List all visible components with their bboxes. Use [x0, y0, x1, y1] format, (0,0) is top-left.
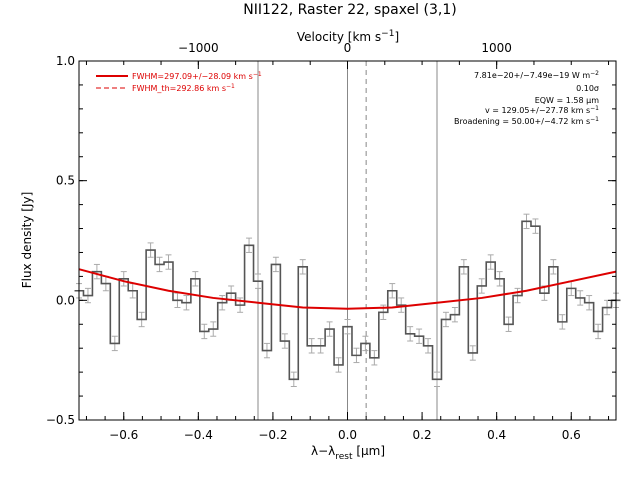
svg-text:FWHM_th=292.86 km s−1: FWHM_th=292.86 km s−1	[132, 83, 235, 93]
annotation-broadening: Broadening = 50.00+/−4.72 km s	[454, 117, 590, 126]
x-tick-label: 0.6	[562, 428, 581, 442]
plot-area	[74, 61, 621, 420]
annotation-velocity: v = 129.05+/−27.78 km s	[485, 106, 590, 115]
svg-text:Broadening = 50.00+/−4.72 km s: Broadening = 50.00+/−4.72 km s−1	[454, 116, 599, 126]
x-axis-label-main: λ−λ	[311, 444, 335, 458]
annotation-eqw: EQW = 1.58 μm	[535, 96, 599, 105]
legend-entry-fwhm-th: FWHM_th=292.86 km s	[132, 84, 226, 93]
top-axis-label-main: Velocity [km s	[297, 30, 381, 44]
spectrum-histogram	[74, 220, 621, 381]
x-tick-label: −0.6	[109, 428, 138, 442]
y-axis-label: Flux density [Jy]	[20, 192, 34, 289]
legend-entry-fwhm: FWHM=297.09+/−28.09 km s	[132, 72, 253, 81]
chart-title: NII122, Raster 22, spaxel (3,1)	[243, 2, 456, 18]
x-tick-label: 0.0	[338, 428, 357, 442]
top-tick-label: 0	[344, 41, 352, 55]
svg-text:7.81e−20+/−7.49e−19 W m−2: 7.81e−20+/−7.49e−19 W m−2	[474, 70, 599, 80]
annotation-velocity-exp: −1	[590, 105, 599, 112]
annotation-broadening-exp: −1	[590, 116, 599, 123]
annotations: 7.81e−20+/−7.49e−19 W m−2 0.10σ EQW = 1.…	[454, 70, 599, 126]
annotation-sigma: 0.10σ	[576, 84, 599, 93]
x-axis-label-unit: [μm]	[353, 444, 386, 458]
legend-entry-fwhm-exp: −1	[253, 71, 262, 78]
svg-text:FWHM=297.09+/−28.09 km s−1: FWHM=297.09+/−28.09 km s−1	[132, 71, 262, 81]
legend-entry-fwhm-th-exp: −1	[226, 83, 235, 90]
x-tick-label: 0.4	[487, 428, 506, 442]
x-tick-label: 0.2	[413, 428, 432, 442]
y-tick-label: −0.5	[46, 413, 75, 427]
axes: −0.6 −0.4 −0.2 0.0 0.2 0.4 0.6−0.50.00.51.0−10…	[46, 41, 617, 442]
svg-text:v = 129.05+/−27.78 km s−1: v = 129.05+/−27.78 km s−1	[485, 105, 599, 115]
top-tick-label: −1000	[178, 41, 219, 55]
y-tick-label: 1.0	[56, 54, 75, 68]
top-axis-label-end: ]	[394, 30, 399, 44]
legend: FWHM=297.09+/−28.09 km s−1 FWHM_th=292.8…	[96, 71, 262, 93]
svg-text:Velocity [km s−1]: Velocity [km s−1]	[297, 29, 399, 44]
top-axis-label: Velocity [km s−1]	[297, 29, 399, 44]
x-tick-label: −0.4	[184, 428, 213, 442]
y-tick-label: 0.0	[56, 293, 75, 307]
x-axis-label-sub: rest	[335, 452, 353, 462]
y-tick-label: 0.5	[56, 174, 75, 188]
fit-curve	[78, 268, 617, 310]
svg-text:λ−λrest [μm]: λ−λrest [μm]	[311, 444, 385, 462]
x-tick-label: −0.2	[258, 428, 287, 442]
annotation-flux: 7.81e−20+/−7.49e−19 W m	[474, 71, 590, 80]
top-tick-label: 1000	[481, 41, 512, 55]
annotation-flux-exp: −2	[590, 70, 599, 77]
x-axis-label: λ−λrest [μm]	[311, 444, 385, 462]
top-axis-label-exp: −1	[381, 29, 394, 39]
